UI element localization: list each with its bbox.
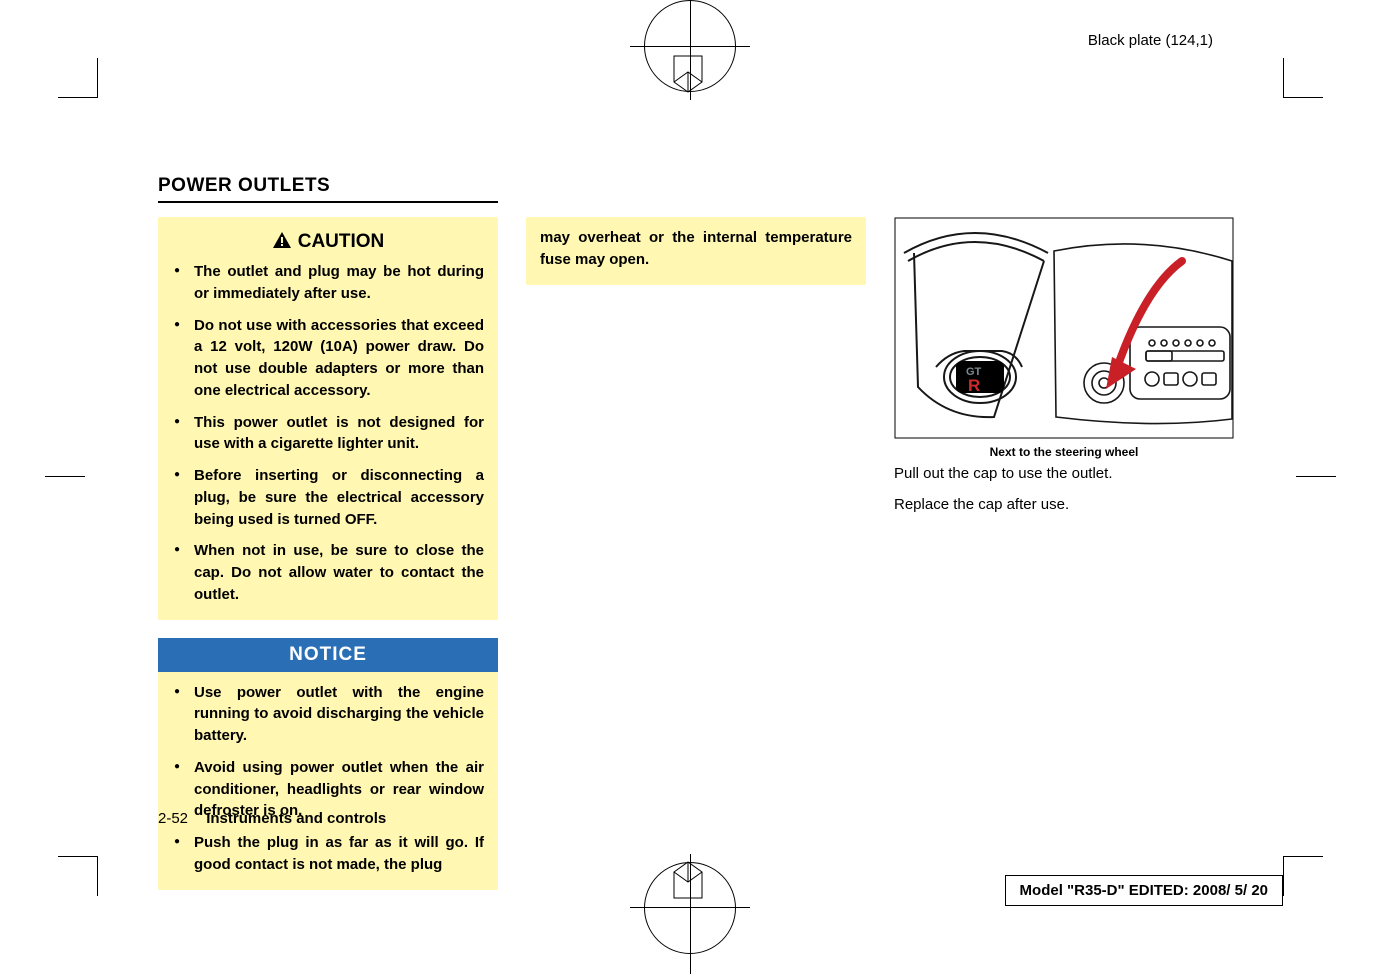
cropmark xyxy=(45,476,85,477)
page-root: Black plate (124,1) POWER OUTLETS CAUTIO… xyxy=(0,0,1381,954)
cropmark xyxy=(1296,476,1336,477)
caution-bullets: The outlet and plug may be hot during or… xyxy=(172,261,484,606)
column-3: GT R xyxy=(894,217,1234,890)
section-header: POWER OUTLETS xyxy=(158,175,1238,203)
pointer-arrow-icon xyxy=(1106,261,1182,389)
cropmark xyxy=(1283,856,1323,857)
content-area: POWER OUTLETS CAUTION The outlet and plu… xyxy=(158,175,1238,890)
fold-paper-icon xyxy=(668,52,712,96)
caution-bullet: When not in use, be sure to close the ca… xyxy=(172,540,484,605)
chapter-name: Instruments and controls xyxy=(206,810,386,827)
notice-bullet: Use power outlet with the engine running… xyxy=(172,682,484,747)
notice-box: NOTICE Use power outlet with the engine … xyxy=(158,638,498,890)
caution-box: CAUTION The outlet and plug may be hot d… xyxy=(158,217,498,620)
caution-bullet: Do not use with accessories that exceed … xyxy=(172,315,484,402)
column-1: CAUTION The outlet and plug may be hot d… xyxy=(158,217,498,890)
columns: CAUTION The outlet and plug may be hot d… xyxy=(158,217,1238,890)
cropmark xyxy=(97,58,98,98)
notice-title-text: NOTICE xyxy=(158,644,498,666)
blackplate-label: Black plate (124,1) xyxy=(1088,32,1213,49)
illustration-caption: Next to the steering wheel xyxy=(894,445,1234,459)
cropmark xyxy=(58,97,98,98)
caution-bullet: This power outlet is not designed for us… xyxy=(172,412,484,456)
gtr-badge-icon: GT R xyxy=(956,361,1004,395)
cropmark xyxy=(58,856,98,857)
warning-triangle-icon xyxy=(272,231,292,249)
cropmark xyxy=(1283,58,1284,98)
notice-bullet: Push the plug in as far as it will go. I… xyxy=(172,832,484,876)
caution-title-text: CAUTION xyxy=(298,231,385,252)
cropmark xyxy=(1283,97,1323,98)
section-rule xyxy=(158,201,498,203)
page-number: 2-52 xyxy=(158,810,188,827)
dashboard-outlet-illustration: GT R xyxy=(894,217,1234,439)
notice-bullets: Use power outlet with the engine running… xyxy=(172,682,484,876)
notice-continued-text: may overheat or the internal temperature… xyxy=(540,227,852,271)
page-footer-left: 2-52 Instruments and controls xyxy=(158,810,386,827)
svg-text:R: R xyxy=(968,376,980,395)
model-edit-box: Model "R35-D" EDITED: 2008/ 5/ 20 xyxy=(1005,875,1283,906)
column-2: may overheat or the internal temperature… xyxy=(526,217,866,890)
caution-bullet: Before inserting or disconnecting a plug… xyxy=(172,465,484,530)
body-text: Replace the cap after use. xyxy=(894,494,1234,515)
caution-bullet: The outlet and plug may be hot during or… xyxy=(172,261,484,305)
section-title: POWER OUTLETS xyxy=(158,175,1238,197)
caution-title: CAUTION xyxy=(172,227,484,261)
illustration-block: GT R xyxy=(894,217,1234,515)
notice-continuation-box: may overheat or the internal temperature… xyxy=(526,217,866,285)
notice-title-bar: NOTICE xyxy=(158,638,498,672)
cropmark xyxy=(1283,856,1284,896)
body-text: Pull out the cap to use the outlet. xyxy=(894,463,1234,484)
cropmark xyxy=(97,856,98,896)
model-edit-text: Model "R35-D" EDITED: 2008/ 5/ 20 xyxy=(1020,882,1268,899)
